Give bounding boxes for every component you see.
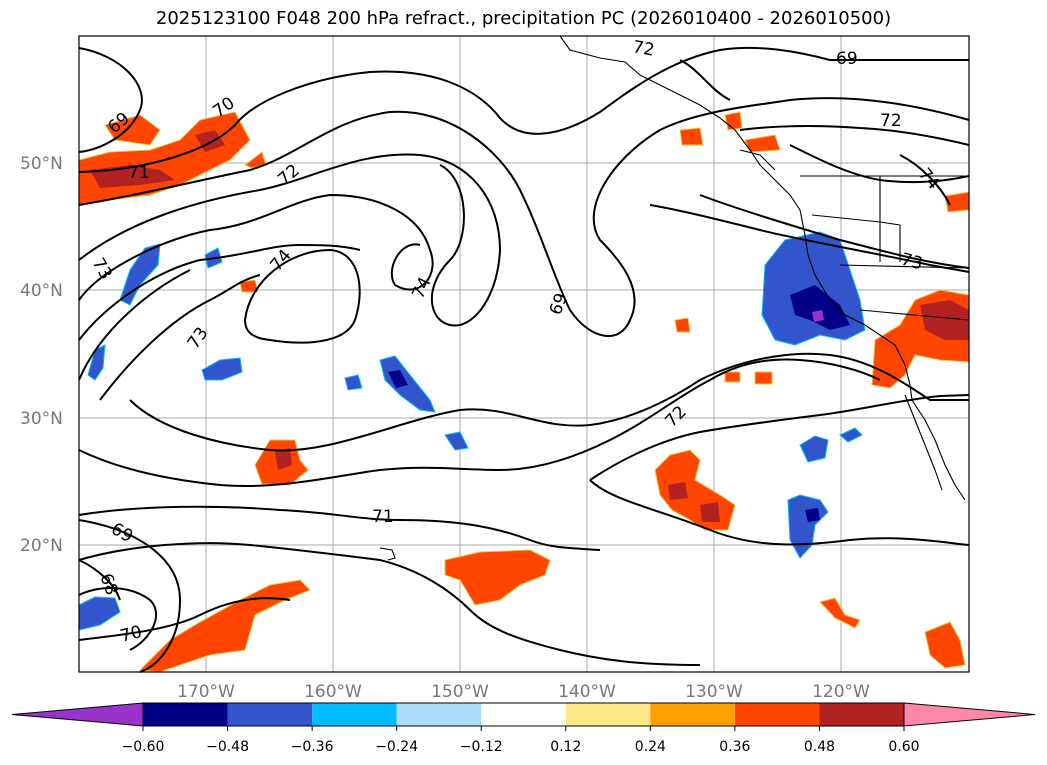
colorbar-bin	[227, 703, 313, 726]
precip-positive-area	[819, 597, 861, 629]
contour-label: 71	[128, 163, 150, 183]
longitude-labels: 170°W 160°W 150°W 140°W 130°W 120°W	[177, 682, 870, 702]
colorbar-tick-label: −0.36	[291, 739, 334, 755]
colorbar-bin	[481, 703, 566, 726]
precip-negative-area	[119, 243, 161, 306]
gridlines	[79, 36, 969, 672]
colorbar-tick-label: −0.60	[122, 739, 165, 755]
colorbar-tick-label: 0.60	[888, 739, 919, 755]
lon-tick-label: 150°W	[431, 682, 489, 702]
colorbar-bin	[143, 703, 228, 726]
lat-tick-label: 40°N	[20, 281, 63, 301]
precip-fields	[78, 111, 970, 673]
colorbar-bin	[650, 703, 735, 726]
precip-negative-area	[839, 427, 863, 443]
precip-negative-area	[379, 355, 436, 413]
contour-label: 72	[880, 111, 902, 131]
precip-positive-area	[924, 621, 966, 669]
contour-label: 69	[836, 49, 858, 69]
colorbar-bin	[734, 703, 820, 726]
lon-tick-label: 120°W	[812, 682, 870, 702]
colorbar-tick-label: −0.24	[375, 739, 418, 755]
colorbar-tick-label: −0.48	[206, 739, 249, 755]
colorbar-tick-label: 0.48	[804, 739, 835, 755]
colorbar-tick-label: −0.12	[460, 739, 503, 755]
contour-label: 72	[631, 37, 656, 60]
lat-tick-label: 30°N	[20, 409, 63, 429]
precip-positive-area	[138, 579, 311, 673]
precip-negative-area	[444, 431, 469, 451]
lat-tick-label: 50°N	[20, 154, 63, 174]
colorbar-tick-label: 0.36	[719, 739, 750, 755]
lat-tick-label: 20°N	[20, 536, 63, 556]
latitude-labels: 50°N 40°N 30°N 20°N	[20, 154, 63, 556]
lon-tick-label: 140°W	[558, 682, 616, 702]
precip-negative-area	[799, 435, 829, 463]
colorbar-tick-label: 0.12	[550, 739, 581, 755]
colorbar-bin	[312, 703, 397, 726]
colorbar-bin	[565, 703, 651, 726]
precip-positive-area	[444, 549, 551, 606]
contour-lines	[78, 46, 970, 673]
colorbar-frame	[142, 702, 905, 727]
precip-negative-area	[201, 357, 243, 381]
colorbar-tick-label: 0.24	[635, 739, 666, 755]
precip-negative-area	[344, 374, 363, 391]
plot-area: 69 70 71 72 73 74 74 73 72 69 72 71 69 6…	[78, 35, 970, 673]
lon-tick-label: 160°W	[304, 682, 362, 702]
map-title: 2025123100 F048 200 hPa refract., precip…	[155, 8, 892, 29]
colorbar: −0.60 −0.48 −0.36 −0.24 −0.12 0.12 0.24 0.36 0.4…	[11, 702, 1036, 755]
contour-label: 71	[372, 507, 394, 527]
colorbar-extend-low	[11, 702, 144, 727]
colorbar-extend-high	[903, 702, 1036, 727]
colorbar-bin	[819, 703, 904, 726]
lon-tick-label: 170°W	[177, 682, 235, 702]
colorbar-bin	[396, 703, 482, 726]
lon-tick-label: 130°W	[685, 682, 743, 702]
